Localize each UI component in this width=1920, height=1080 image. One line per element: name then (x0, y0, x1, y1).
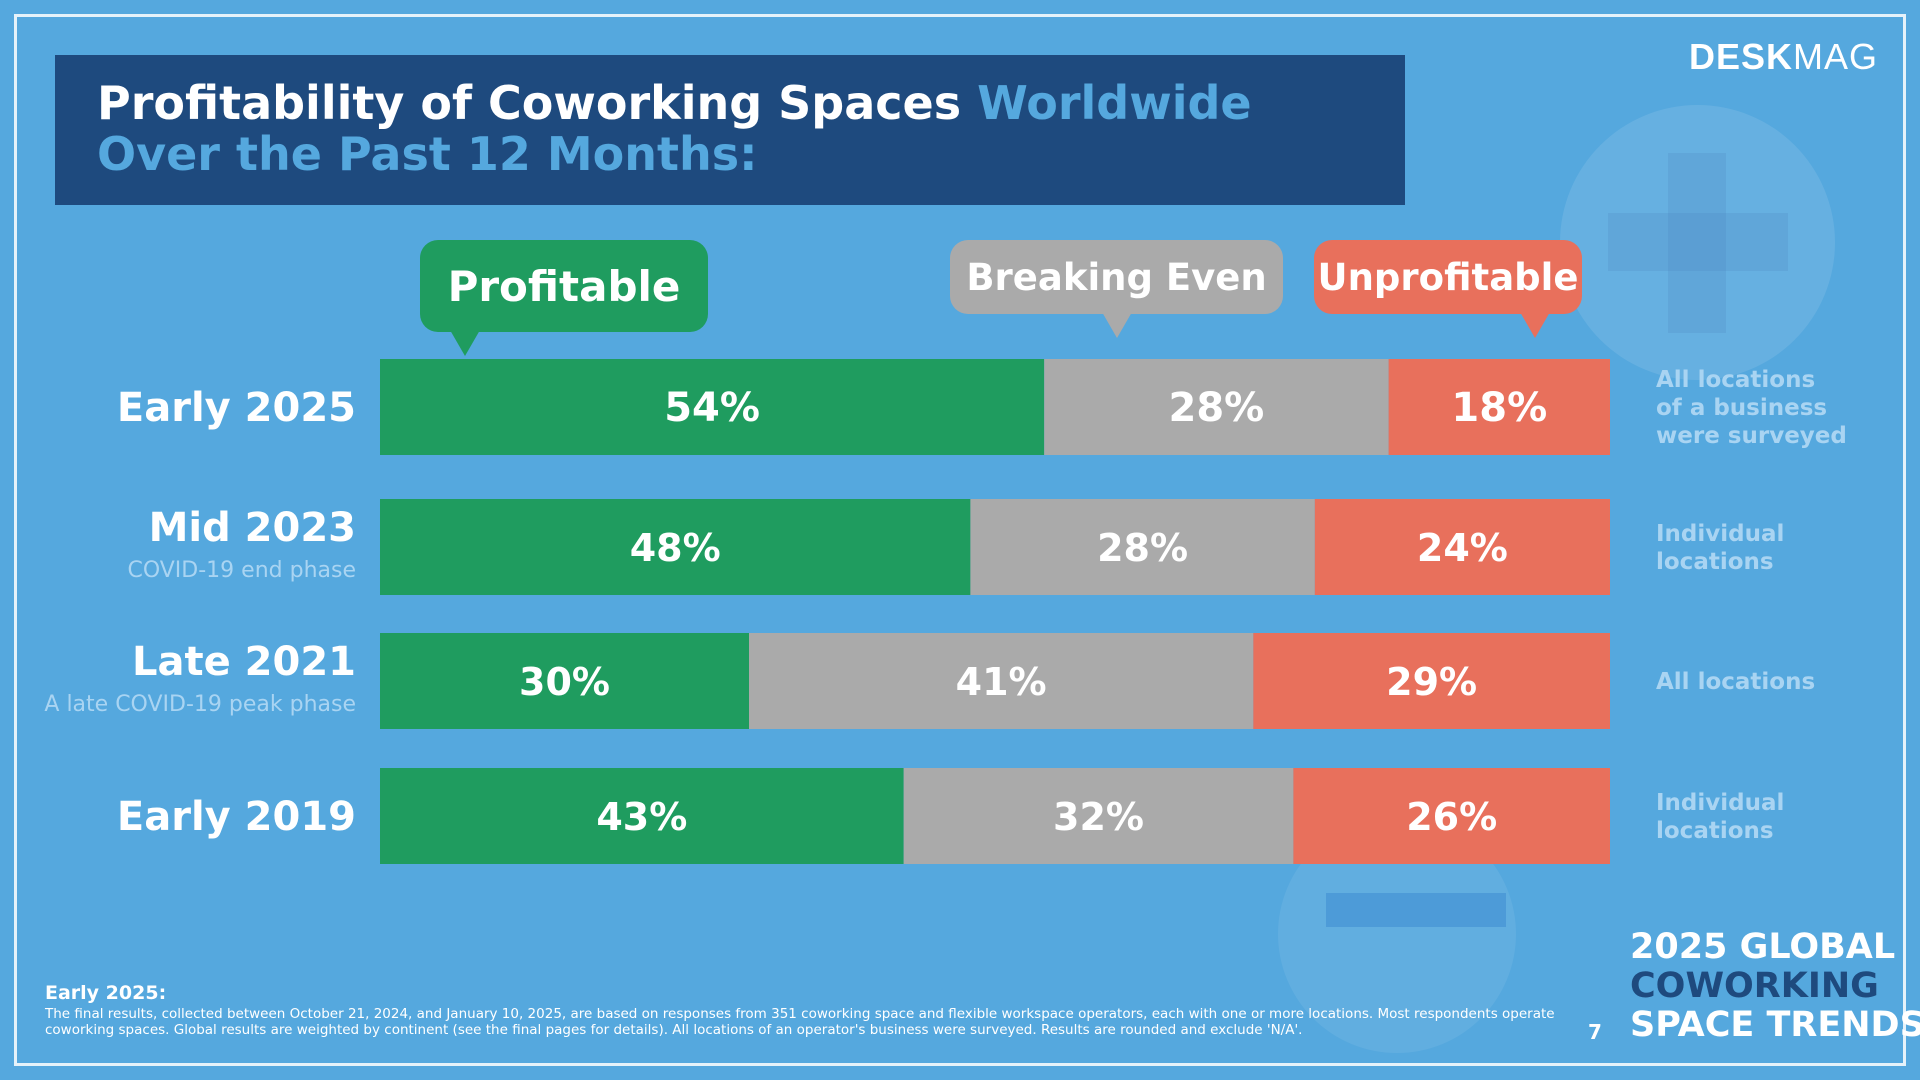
bar-unprofitable-early-2025 (1388, 359, 1610, 455)
report-title-line3: SPACE TRENDS (1630, 1005, 1920, 1045)
row-note-late-2021-1: All locations (1656, 669, 1815, 695)
row-note-early-2019-1: Individual (1656, 790, 1784, 816)
legend-unprofitable-pointer (1520, 312, 1550, 338)
slide-frame (14, 14, 1906, 1066)
row-note-early-2025-2: of a business (1656, 395, 1827, 421)
bar-breaking-even-late-2021 (749, 633, 1254, 729)
brand-bold: DESK (1688, 36, 1793, 77)
legend-breaking-even-label: Breaking Even (966, 255, 1267, 299)
row-note-early-2019-2: locations (1656, 818, 1774, 844)
row-note-mid-2023-2: locations (1656, 549, 1774, 575)
data-label-unprofitable-early-2019: 26% (1406, 795, 1497, 839)
category-subtitle-mid-2023: COVID-19 end phase (127, 558, 356, 583)
legend-breaking-even-pointer (1102, 312, 1132, 338)
footnote-text: The final results, collected between Oct… (45, 1006, 1555, 1038)
data-label-profitable-early-2025: 54% (664, 385, 760, 431)
bar-profitable-mid-2023 (380, 499, 971, 595)
data-label-breaking-even-early-2019: 32% (1053, 795, 1144, 839)
legend-profitable-label: Profitable (447, 261, 681, 311)
plus-icon (1560, 105, 1835, 380)
row-note-early-2025-3: were surveyed (1656, 423, 1847, 449)
report-title: 2025 GLOBAL COWORKING SPACE TRENDS (1630, 927, 1920, 1045)
data-label-profitable-late-2021: 30% (519, 660, 610, 704)
footnote-title: Early 2025: (45, 982, 167, 1004)
brand-light: MAG (1792, 36, 1878, 77)
data-label-breaking-even-mid-2023: 28% (1097, 526, 1188, 570)
legend-profitable-pointer (450, 330, 480, 356)
report-title-line2: COWORKING (1630, 966, 1879, 1006)
bar-unprofitable-mid-2023 (1314, 499, 1610, 595)
brand-logo: DESKMAG (1689, 36, 1878, 78)
data-label-unprofitable-mid-2023: 24% (1417, 526, 1508, 570)
legend-unprofitable-label: Unprofitable (1317, 255, 1579, 299)
category-label-early-2019: Early 2019 (117, 794, 356, 840)
bar-profitable-late-2021 (380, 633, 749, 729)
bar-profitable-early-2025 (380, 359, 1045, 455)
chart-subtitle: Over the Past 12 Months: (97, 127, 758, 181)
bar-breaking-even-mid-2023 (970, 499, 1315, 595)
data-label-profitable-early-2019: 43% (596, 795, 687, 839)
data-label-unprofitable-early-2025: 18% (1451, 385, 1547, 431)
legend-breaking-even: Breaking Even (950, 240, 1283, 338)
data-label-profitable-mid-2023: 48% (630, 526, 721, 570)
bar-breaking-even-early-2025 (1044, 359, 1389, 455)
bar-unprofitable-early-2019 (1293, 768, 1610, 864)
row-note-mid-2023-1: Individual (1656, 521, 1784, 547)
category-subtitle-late-2021: A late COVID-19 peak phase (44, 692, 356, 717)
category-label-mid-2023: Mid 2023 (149, 505, 356, 551)
category-label-late-2021: Late 2021 (132, 639, 356, 685)
data-label-breaking-even-early-2025: 28% (1169, 385, 1265, 431)
data-label-unprofitable-late-2021: 29% (1386, 660, 1477, 704)
page-number: 7 (1588, 1020, 1602, 1044)
report-title-line1: 2025 GLOBAL (1630, 927, 1896, 967)
bar-profitable-early-2019 (380, 768, 904, 864)
title-part2: Worldwide (977, 76, 1252, 130)
bar-unprofitable-late-2021 (1253, 633, 1610, 729)
title-part1: Profitability of Coworking Spaces (97, 76, 962, 130)
legend-unprofitable: Unprofitable (1314, 240, 1582, 338)
bar-breaking-even-early-2019 (903, 768, 1294, 864)
category-label-early-2025: Early 2025 (117, 385, 356, 431)
row-note-early-2025-1: All locations (1656, 367, 1815, 393)
data-label-breaking-even-late-2021: 41% (956, 660, 1047, 704)
chart-title: Profitability of Coworking Spaces Worldw… (97, 77, 1252, 129)
legend-profitable: Profitable (420, 240, 708, 356)
title-banner: Profitability of Coworking Spaces Worldw… (55, 55, 1405, 205)
